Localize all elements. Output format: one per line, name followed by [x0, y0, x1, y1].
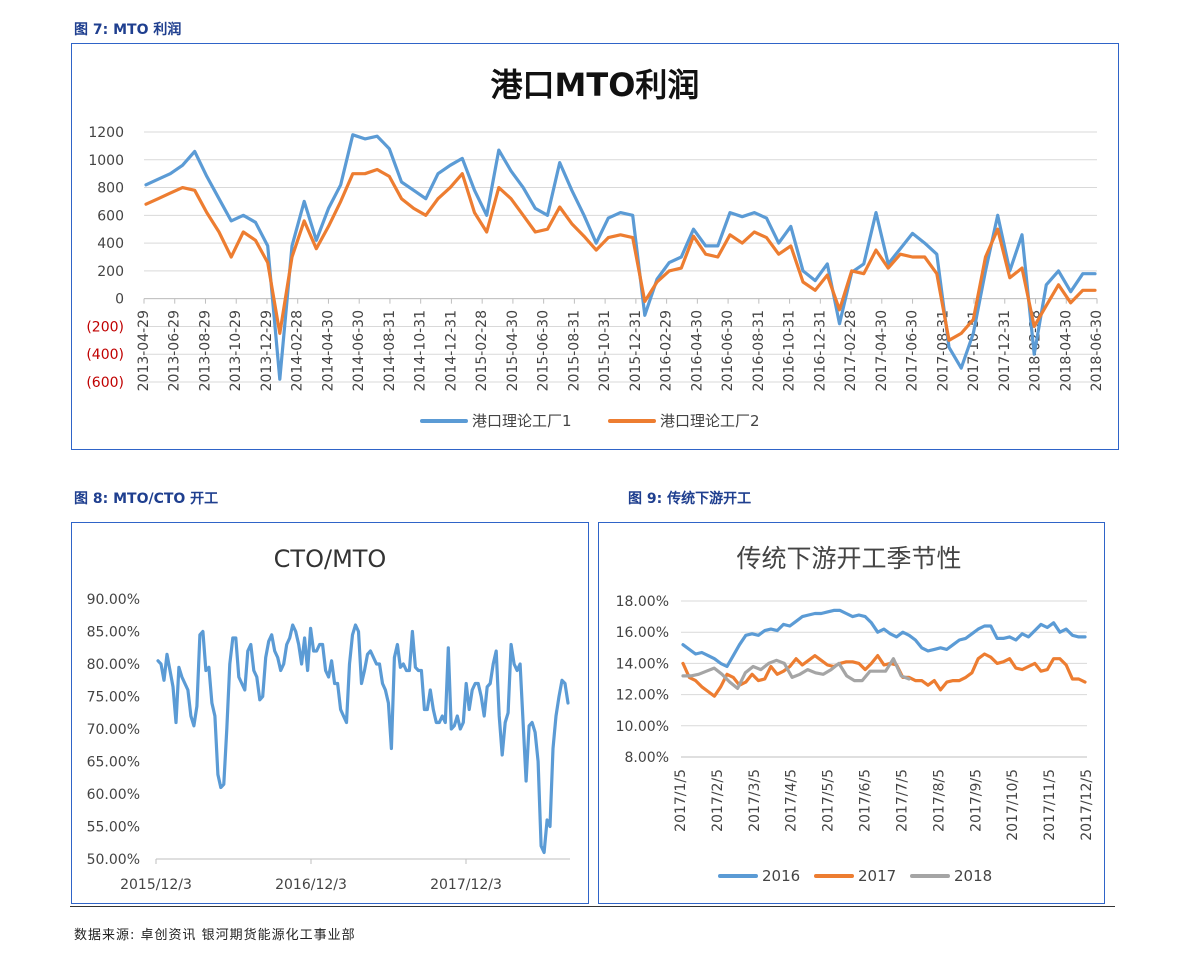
x-tick-label: 2015-06-30 — [536, 310, 552, 391]
y-tick-label: 200 — [97, 264, 124, 280]
chart-title: 传统下游开工季节性 — [736, 544, 961, 573]
legend-label: 港口理论工厂2 — [660, 412, 760, 430]
y-tick-label: 90.00% — [87, 592, 140, 608]
x-tick-label: 2017/7/5 — [894, 769, 910, 832]
legend-label: 港口理论工厂1 — [472, 412, 572, 430]
x-tick-label: 2015-02-28 — [474, 310, 490, 391]
y-tick-label: 70.00% — [87, 722, 140, 738]
y-tick-label: 800 — [97, 181, 124, 197]
x-tick-label: 2017/3/5 — [747, 769, 763, 832]
x-tick-label: 2017/5/5 — [821, 769, 837, 832]
x-tick-label: 2016-12-31 — [812, 310, 828, 391]
series-line-港口理论工厂2 — [144, 167, 1097, 342]
y-tick-label: 400 — [97, 236, 124, 252]
x-tick-label: 2013-04-29 — [136, 310, 152, 391]
x-tick-label: 2017-06-30 — [905, 310, 921, 391]
x-tick-label: 2016/12/3 — [275, 877, 347, 893]
legend-label: 2016 — [762, 867, 800, 885]
legend-label: 2017 — [858, 867, 896, 885]
series-line-main — [156, 623, 570, 855]
y-tick-label: (600) — [86, 375, 124, 391]
chart-cto-mto: CTO/MTO 90.00% 85.00% 80.00% 75.00% 70.00% 65.… — [71, 522, 589, 904]
x-tick-label: 2017-04-30 — [874, 310, 890, 391]
y-tick-label: 18.00% — [616, 594, 669, 610]
y-tick-label: 60.00% — [87, 787, 140, 803]
series-line-港口理论工厂1 — [144, 133, 1097, 381]
y-tick-label: (400) — [86, 347, 124, 363]
x-tick-label: 2015-10-31 — [597, 310, 613, 391]
x-tick-label: 2014-02-28 — [290, 310, 306, 391]
x-tick-label: 2013-12-29 — [259, 310, 275, 391]
series-line-2017 — [681, 652, 1087, 698]
x-tick-label: 2017/6/5 — [858, 769, 874, 832]
y-tick-label: 50.00% — [87, 852, 140, 868]
y-tick-label: 1200 — [88, 125, 124, 141]
x-tick-label: 2016-02-29 — [659, 310, 675, 391]
y-tick-label: 600 — [97, 208, 124, 224]
x-tick-label: 2016-10-31 — [782, 310, 798, 391]
x-tick-label: 2014-10-31 — [413, 310, 429, 391]
x-tick-label: 2016-08-31 — [751, 310, 767, 391]
chart-mto-profit: 港口MTO利润 1200 1000 800 600 400 200 0 (200) (400) (6… — [71, 43, 1119, 450]
series-line-2016 — [681, 608, 1087, 669]
y-tick-label: 75.00% — [87, 690, 140, 706]
x-tick-label: 2017/2/5 — [710, 769, 726, 832]
x-tick-label: 2015/12/3 — [120, 877, 192, 893]
y-tick-label: 10.00% — [616, 719, 669, 735]
chart-downstream-seasonality: 传统下游开工季节性 18.00% 16.00% 14.00% 12.00% 10.00% 8… — [598, 522, 1105, 904]
x-tick-label: 2016-04-30 — [689, 310, 705, 391]
y-tick-label: 16.00% — [616, 625, 669, 641]
chart-title: 港口MTO利润 — [491, 66, 700, 104]
x-tick-label: 2017-08-31 — [935, 310, 951, 391]
x-tick-label: 2017/12/3 — [430, 877, 502, 893]
x-tick-label: 2016-06-30 — [720, 310, 736, 391]
downstream-svg: 传统下游开工季节性 18.00% 16.00% 14.00% 12.00% 10.00% 8… — [616, 544, 1095, 885]
mto-profit-svg: 港口MTO利润 1200 1000 800 600 400 200 0 (200) (400) (6… — [86, 66, 1105, 430]
y-tick-label: 8.00% — [625, 750, 669, 766]
series-line-2018 — [681, 657, 911, 690]
x-tick-label: 2014-12-31 — [443, 310, 459, 391]
x-tick-label: 2017/12/5 — [1079, 769, 1095, 841]
figure-7-label: 图 7: MTO 利润 — [74, 22, 182, 38]
x-tick-label: 2017/10/5 — [1005, 769, 1021, 841]
y-tick-label: 80.00% — [87, 657, 140, 673]
cto-mto-svg: CTO/MTO 90.00% 85.00% 80.00% 75.00% 70.00% 65.… — [87, 545, 570, 893]
y-tick-label: 1000 — [88, 153, 124, 169]
x-tick-label: 2017-12-31 — [997, 310, 1013, 391]
x-tick-label: 2017/11/5 — [1042, 769, 1058, 841]
x-tick-label: 2015-04-30 — [505, 310, 521, 391]
y-tick-label: 65.00% — [87, 755, 140, 771]
figure-9-label: 图 9: 传统下游开工 — [628, 491, 752, 507]
x-tick-label: 2014-08-31 — [382, 310, 398, 391]
x-tick-label: 2015-08-31 — [566, 310, 582, 391]
legend-label: 2018 — [954, 867, 992, 885]
chart-title: CTO/MTO — [274, 545, 387, 573]
x-tick-label: 2013-06-29 — [167, 310, 183, 391]
y-tick-label: 0 — [115, 292, 124, 308]
y-tick-label: 85.00% — [87, 625, 140, 641]
x-tick-label: 2018-04-30 — [1058, 310, 1074, 391]
source-note: 数据来源: 卓创资讯 银河期货能源化工事业部 — [74, 928, 356, 943]
x-tick-label: 2017/4/5 — [784, 769, 800, 832]
figure-8-label: 图 8: MTO/CTO 开工 — [74, 491, 219, 507]
x-tick-label: 2017/9/5 — [968, 769, 984, 832]
x-tick-label: 2017-10-31 — [966, 310, 982, 391]
x-tick-label: 2014-06-30 — [351, 310, 367, 391]
y-tick-label: 14.00% — [616, 656, 669, 672]
x-tick-label: 2017/1/5 — [673, 769, 689, 832]
x-tick-label: 2014-04-30 — [320, 310, 336, 391]
footer-divider — [70, 906, 1115, 907]
x-tick-label: 2017/8/5 — [931, 769, 947, 832]
x-tick-label: 2013-10-29 — [228, 310, 244, 391]
y-tick-label: (200) — [86, 319, 124, 335]
x-tick-label: 2013-08-29 — [197, 310, 213, 391]
y-tick-label: 12.00% — [616, 688, 669, 704]
y-tick-label: 55.00% — [87, 820, 140, 836]
x-tick-label: 2017-02-28 — [843, 310, 859, 391]
x-tick-label: 2015-12-31 — [628, 310, 644, 391]
x-tick-label: 2018-06-30 — [1089, 310, 1105, 391]
